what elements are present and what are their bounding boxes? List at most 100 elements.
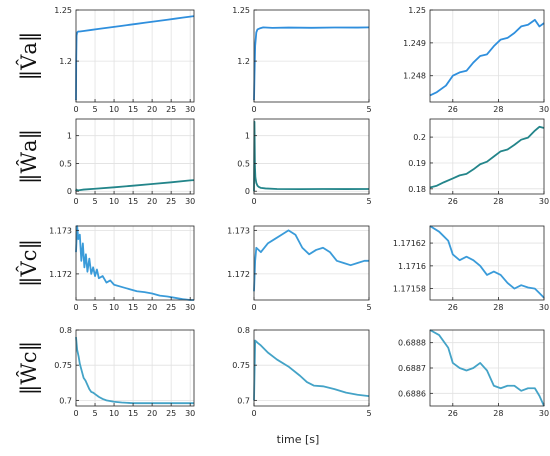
axes-frame-r2c2	[429, 225, 545, 301]
ytick-label-r2c2-2: 1.17162	[393, 239, 426, 248]
xtick-label-r0c0-0: 0	[73, 105, 78, 114]
ytick-label-r1c0-0: 0	[67, 187, 72, 196]
xtick-label-r3c0-1: 5	[92, 409, 97, 418]
series-line-r1c0	[75, 179, 195, 192]
ytick-label-r1c2-1: 0.19	[408, 159, 426, 168]
ytick-label-r0c2-1: 1.249	[403, 39, 426, 48]
axes-frame-r0c2	[429, 9, 545, 103]
xtick-label-r3c2-2: 30	[539, 409, 549, 418]
subplot-r1c1: 0 5 0 0.5 1	[237, 118, 372, 206]
xtick-label-r2c0-1: 5	[92, 303, 97, 312]
series-line-r2c1	[253, 229, 369, 292]
ytick-label-r2c1-0: 1.172	[227, 270, 250, 279]
ytick-label-r2c0-0: 1.172	[49, 270, 72, 279]
xtick-label-r0c2-0: 26	[448, 105, 458, 114]
xtick-label-r1c0-2: 10	[109, 197, 119, 206]
ytick-label-r1c1-1: 0.5	[237, 159, 250, 168]
xtick-label-r1c1-0: 0	[251, 197, 256, 206]
subplot-r3c0: 0 5 10 15 20 25 30 0.7 0.75 0.8	[54, 326, 195, 418]
xtick-label-r3c0-0: 0	[73, 409, 78, 418]
xtick-label-r3c0-5: 25	[166, 409, 176, 418]
ytick-label-r0c0-1: 1.25	[54, 6, 72, 15]
xtick-label-r1c0-6: 30	[185, 197, 195, 206]
subplot-r0c1: 0 5 1.2 1.25	[232, 6, 371, 114]
axes-frame-r3c0	[75, 329, 195, 407]
ytick-label-r2c2-1: 1.1716	[398, 262, 426, 271]
ytick-label-r3c2-0: 0.6886	[398, 389, 426, 398]
xtick-label-r2c0-6: 30	[185, 303, 195, 312]
ytick-label-r3c0-2: 0.8	[59, 326, 72, 335]
xtick-label-r0c2-2: 30	[539, 105, 549, 114]
series-line-r3c2	[429, 329, 545, 407]
axes-frame-r1c2	[429, 118, 545, 195]
subplot-r2c1: 0 5 1.172 1.173	[227, 225, 372, 312]
xtick-label-r1c0-3: 15	[128, 197, 138, 206]
row-label-vc: ‖V̂c‖	[17, 239, 42, 287]
ytick-label-r1c2-2: 0.2	[413, 133, 426, 142]
xtick-label-r3c1-1: 5	[366, 409, 371, 418]
ytick-label-r3c2-2: 0.6888	[398, 339, 426, 348]
ytick-label-r0c1-1: 1.25	[232, 6, 250, 15]
ytick-label-r0c2-2: 1.25	[408, 6, 426, 15]
xtick-label-r3c1-0: 0	[251, 409, 256, 418]
xtick-label-r3c2-0: 26	[448, 409, 458, 418]
xtick-label-r1c0-5: 25	[166, 197, 176, 206]
xtick-label-r2c0-3: 15	[128, 303, 138, 312]
axes-frame-r3c1	[253, 329, 370, 407]
axes-frame-r1c0	[75, 118, 195, 195]
xtick-label-r1c0-4: 20	[147, 197, 157, 206]
xtick-label-r1c2-1: 28	[493, 197, 503, 206]
xtick-label-r3c0-4: 20	[147, 409, 157, 418]
xtick-label-r0c0-6: 30	[185, 105, 195, 114]
xtick-label-r2c0-4: 20	[147, 303, 157, 312]
xtick-label-r1c2-0: 26	[448, 197, 458, 206]
axes-frame-r2c1	[253, 225, 370, 301]
series-line-r1c1	[253, 120, 370, 192]
xtick-label-r0c0-3: 15	[128, 105, 138, 114]
xtick-label-r2c2-1: 28	[493, 303, 503, 312]
series-line-r3c1	[253, 339, 370, 401]
ytick-label-r1c0-2: 1	[67, 132, 72, 141]
xtick-label-r0c0-1: 5	[92, 105, 97, 114]
x-axis-label: time [s]	[277, 433, 320, 446]
xtick-label-r0c0-5: 25	[166, 105, 176, 114]
xtick-label-r2c1-1: 5	[366, 303, 371, 312]
xtick-label-r3c0-2: 10	[109, 409, 119, 418]
series-line-r3c0	[75, 336, 194, 405]
ytick-label-r3c0-0: 0.7	[59, 396, 72, 405]
ytick-label-r2c0-1: 1.173	[49, 226, 72, 235]
xtick-label-r2c1-0: 0	[251, 303, 256, 312]
xtick-label-r2c2-0: 26	[448, 303, 458, 312]
xtick-label-r1c1-1: 5	[366, 197, 371, 206]
xtick-label-r2c2-2: 30	[539, 303, 549, 312]
xtick-label-r0c2-1: 28	[493, 105, 503, 114]
ytick-label-r0c1-0: 1.2	[237, 57, 250, 66]
axes-frame-r2c0	[75, 225, 195, 301]
series-line-r0c1	[253, 26, 370, 100]
xtick-label-r0c1-0: 0	[251, 105, 256, 114]
axes-frame-r0c0	[75, 9, 195, 103]
xtick-label-r3c0-3: 15	[128, 409, 138, 418]
axes-frame-r1c1	[253, 118, 370, 195]
series-line-r0c0	[75, 15, 195, 100]
subplot-r3c1: 0 5 0.7 0.75 0.8	[232, 326, 371, 418]
subplot-r2c0: 0 5 10 15 20 25 30 1.172 1.173	[49, 225, 195, 312]
ytick-label-r3c0-1: 0.75	[54, 361, 72, 370]
series-line-r2c0	[75, 225, 194, 301]
subplot-r1c2: 26 28 30 0.18 0.19 0.2	[408, 118, 549, 206]
subplot-r0c2: 26 28 30 1.248 1.249 1.25	[403, 6, 549, 114]
ytick-label-r3c1-1: 0.75	[232, 361, 250, 370]
subplot-r3c2: 26 28 30 0.6886 0.6887 0.6888	[398, 329, 549, 418]
xtick-label-r2c0-5: 25	[166, 303, 176, 312]
ytick-label-r0c0-0: 1.2	[59, 57, 72, 66]
xtick-label-r0c0-4: 20	[147, 105, 157, 114]
xtick-label-r3c2-1: 28	[493, 409, 503, 418]
ytick-label-r0c2-0: 1.248	[403, 72, 426, 81]
ytick-label-r1c1-2: 1	[245, 132, 250, 141]
row-label-wa: ‖Ŵa‖	[17, 129, 42, 184]
xtick-label-r2c0-2: 10	[109, 303, 119, 312]
xtick-label-r3c0-6: 30	[185, 409, 195, 418]
series-line-r1c2	[429, 125, 545, 189]
